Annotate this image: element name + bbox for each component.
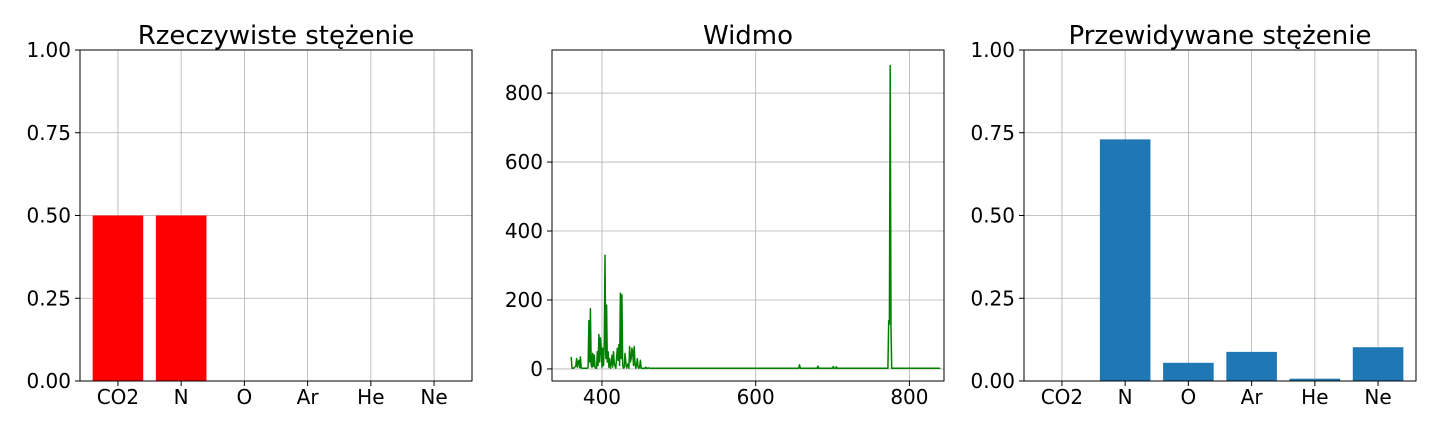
y-tick-label: 0.50 (26, 204, 71, 228)
x-tick-label: CO2 (1041, 385, 1083, 409)
spectrum-line (570, 64, 941, 369)
chart-title: Rzeczywiste stężenie (138, 21, 415, 51)
y-tick-label: 800 (505, 81, 543, 105)
bar-co2 (92, 215, 144, 381)
predicted-concentration-chart: Przewidywane stężenie CO2 N O Ar He Ne 0.00 0.2… (970, 21, 1417, 409)
bar-he (1289, 378, 1341, 381)
y-tick-label: 0.00 (970, 369, 1015, 393)
chart-title: Widmo (703, 21, 793, 51)
x-tick-label: He (357, 385, 384, 409)
actual-concentration-chart: Rzeczywiste stężenie CO2 N O Ar He Ne 0.00 0.25… (26, 21, 473, 409)
y-tick-label: 200 (505, 288, 543, 312)
y-tick-label: 0.75 (970, 121, 1015, 145)
x-tick-label: Ne (420, 385, 447, 409)
y-tick-label: 600 (505, 150, 543, 174)
bar-n (1099, 139, 1151, 381)
x-tick-label: 400 (583, 385, 621, 409)
y-tick-label: 0.50 (970, 204, 1015, 228)
x-tick-label: Ne (1364, 385, 1391, 409)
plot-frame (551, 49, 945, 382)
x-tick-label: 800 (890, 385, 928, 409)
y-tick-label: 1.00 (26, 38, 71, 62)
chart-title: Przewidywane stężenie (1069, 21, 1372, 51)
y-tick-label: 0.25 (26, 286, 71, 310)
bar-ne (1352, 347, 1404, 381)
y-tick-label: 0 (530, 357, 543, 381)
bar-o (1163, 362, 1214, 381)
bar-n (155, 215, 207, 381)
y-tick-label: 400 (505, 219, 543, 243)
y-tick-label: 1.00 (970, 38, 1015, 62)
x-tick-label: He (1301, 385, 1328, 409)
spectrum-chart: Widmo 400 600 800 0 200 400 600 800 (505, 21, 945, 409)
y-tick-label: 0.25 (970, 286, 1015, 310)
x-tick-label: N (174, 385, 189, 409)
x-tick-label: CO2 (97, 385, 139, 409)
x-tick-label: Ar (297, 385, 320, 409)
bar-ar (1226, 351, 1277, 381)
x-tick-label: N (1118, 385, 1133, 409)
y-tick-label: 0.75 (26, 121, 71, 145)
x-tick-label: Ar (1241, 385, 1264, 409)
y-tick-label: 0.00 (26, 369, 71, 393)
x-tick-label: O (1181, 385, 1197, 409)
x-tick-label: 600 (737, 385, 775, 409)
x-tick-label: O (237, 385, 253, 409)
